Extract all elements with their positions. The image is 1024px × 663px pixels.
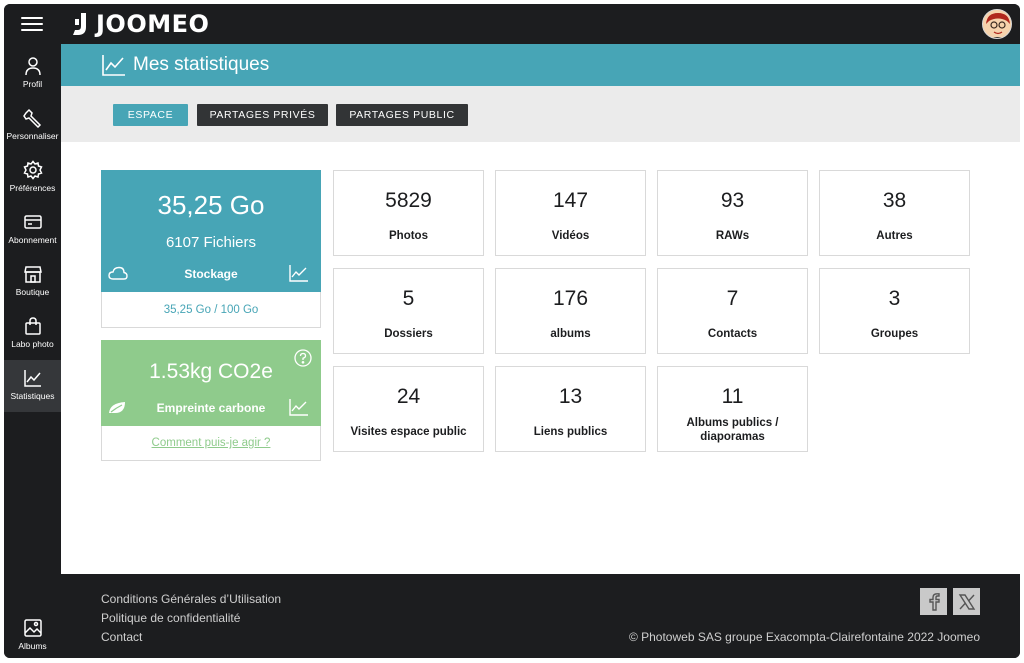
sidebar-item-boutique[interactable]: Boutique	[4, 256, 61, 308]
stat-card-photos: 5829 Photos	[333, 170, 484, 256]
stat-value: 7	[726, 287, 739, 310]
sidebar-item-statistiques[interactable]: Statistiques	[4, 360, 61, 412]
carbon-value: 1.53kg CO2e	[149, 360, 273, 383]
stat-value: 147	[552, 189, 589, 212]
logo-mark-icon	[73, 13, 86, 35]
page-title: Mes statistiques	[133, 54, 270, 75]
sidebar-item-label: Profil	[22, 79, 43, 89]
footer: Conditions Générales d’Utilisation Polit…	[61, 574, 1020, 658]
stat-value: 13	[558, 385, 583, 408]
logo-text: JOOMEO	[96, 10, 210, 38]
help-icon[interactable]	[294, 349, 312, 367]
facebook-button[interactable]	[920, 588, 947, 615]
copyright: © Photoweb SAS groupe Exacompta-Clairefo…	[628, 630, 980, 644]
card-icon	[23, 215, 42, 229]
footer-link-contact[interactable]: Contact	[101, 630, 143, 644]
chart-icon[interactable]	[289, 264, 309, 282]
stat-label: Liens publics	[533, 426, 608, 438]
tabs-bar: ESPACE PARTAGES PRIVÉS PARTAGES PUBLIC	[61, 86, 1020, 142]
gear-icon	[22, 160, 43, 180]
stat-card-liens-publics: 13 Liens publics	[495, 366, 646, 452]
carbon-label: Empreinte carbone	[156, 401, 266, 415]
avatar[interactable]	[982, 9, 1012, 39]
sidebar-item-label: Boutique	[15, 287, 50, 297]
stat-card-groupes: 3 Groupes	[819, 268, 970, 354]
stat-label: RAWs	[715, 230, 750, 242]
cloud-icon	[108, 266, 128, 280]
top-bar: JOOMEO	[4, 4, 1020, 44]
chart-icon[interactable]	[289, 398, 309, 416]
sidebar-item-label: Albums	[18, 641, 47, 651]
albums-icon	[23, 619, 42, 637]
stat-card-autres: 38 Autres	[819, 170, 970, 256]
chart-icon	[102, 55, 125, 76]
stat-card-dossiers: 5 Dossiers	[333, 268, 484, 354]
stat-value: 3	[888, 287, 901, 310]
stat-label: Vidéos	[551, 230, 590, 242]
chart-icon	[23, 370, 41, 387]
storage-quota: 35,25 Go / 100 Go	[101, 292, 321, 328]
stat-label: Dossiers	[384, 328, 433, 340]
avatar-face-icon	[983, 10, 1011, 38]
sidebar-item-preferences[interactable]: Préférences	[4, 152, 61, 204]
storage-file-count: 6107 Fichiers	[165, 234, 257, 251]
storage-size: 35,25 Go	[157, 190, 265, 220]
sidebar-item-label: Labo photo	[11, 339, 54, 349]
stat-label: albums	[550, 328, 591, 340]
carbon-card: 1.53kg CO2e Empreinte carbone	[101, 340, 321, 426]
storage-label: Stockage	[184, 267, 238, 281]
sidebar-item-label: Abonnement	[8, 235, 57, 245]
sidebar-item-abonnement[interactable]: Abonnement	[4, 204, 61, 256]
stat-label: Contacts	[707, 328, 758, 340]
sidebar: Profil Personnaliser Préférences Abonnem…	[4, 44, 61, 658]
stat-card-videos: 147 Vidéos	[495, 170, 646, 256]
footer-link-cgu[interactable]: Conditions Générales d’Utilisation	[101, 592, 282, 606]
stat-value: 38	[882, 189, 907, 212]
sidebar-item-label: Statistiques	[10, 391, 55, 401]
stat-card-raws: 93 RAWs	[657, 170, 808, 256]
user-icon	[24, 57, 41, 76]
sidebar-item-labo-photo[interactable]: Labo photo	[4, 308, 61, 360]
tab-partages-public[interactable]: PARTAGES PUBLIC	[336, 104, 468, 126]
app-window: JOOMEO Profil Personnaliser	[4, 4, 1020, 658]
sidebar-item-label: Préférences	[9, 183, 56, 193]
x-button[interactable]	[953, 588, 980, 615]
logo[interactable]: JOOMEO	[70, 10, 209, 38]
main-content: Mes statistiques ESPACE PARTAGES PRIVÉS …	[61, 44, 1020, 574]
stat-value: 11	[721, 385, 744, 408]
stat-label: Albums publics / diaporamas	[686, 417, 779, 443]
stat-label: Groupes	[870, 328, 919, 340]
title-bar: Mes statistiques	[61, 44, 1020, 86]
stat-value: 176	[552, 287, 589, 310]
sidebar-item-label: Personnaliser	[6, 131, 59, 141]
carbon-help-link[interactable]: Comment puis-je agir ?	[101, 426, 321, 461]
stat-label: Visites espace public	[350, 426, 467, 438]
stat-card-contacts: 7 Contacts	[657, 268, 808, 354]
stat-value: 24	[396, 385, 421, 408]
wrench-icon	[22, 108, 41, 128]
leaf-icon	[109, 402, 125, 413]
footer-link-privacy[interactable]: Politique de confidentialité	[101, 611, 241, 625]
x-icon	[958, 593, 975, 610]
stat-label: Photos	[389, 230, 428, 242]
tab-espace[interactable]: ESPACE	[113, 104, 188, 126]
stat-value: 93	[720, 189, 745, 212]
stat-label: Autres	[876, 230, 913, 242]
tab-partages-prives[interactable]: PARTAGES PRIVÉS	[197, 104, 328, 126]
facebook-icon	[928, 592, 940, 611]
sidebar-item-profil[interactable]: Profil	[4, 48, 61, 100]
sidebar-item-albums[interactable]: Albums	[4, 610, 61, 658]
stat-card-albums: 176 albums	[495, 268, 646, 354]
bag-icon	[24, 317, 41, 335]
sidebar-item-personnaliser[interactable]: Personnaliser	[4, 100, 61, 152]
hamburger-menu-button[interactable]	[18, 14, 46, 34]
stat-value: 5829	[385, 189, 432, 212]
shop-icon	[23, 266, 42, 283]
storage-card: 35,25 Go 6107 Fichiers Stockage	[101, 170, 321, 292]
stat-card-visites-espace-public: 24 Visites espace public	[333, 366, 484, 452]
stat-value: 5	[402, 287, 415, 310]
stat-card-albums-publics: 11 Albums publics / diaporamas	[657, 366, 808, 452]
